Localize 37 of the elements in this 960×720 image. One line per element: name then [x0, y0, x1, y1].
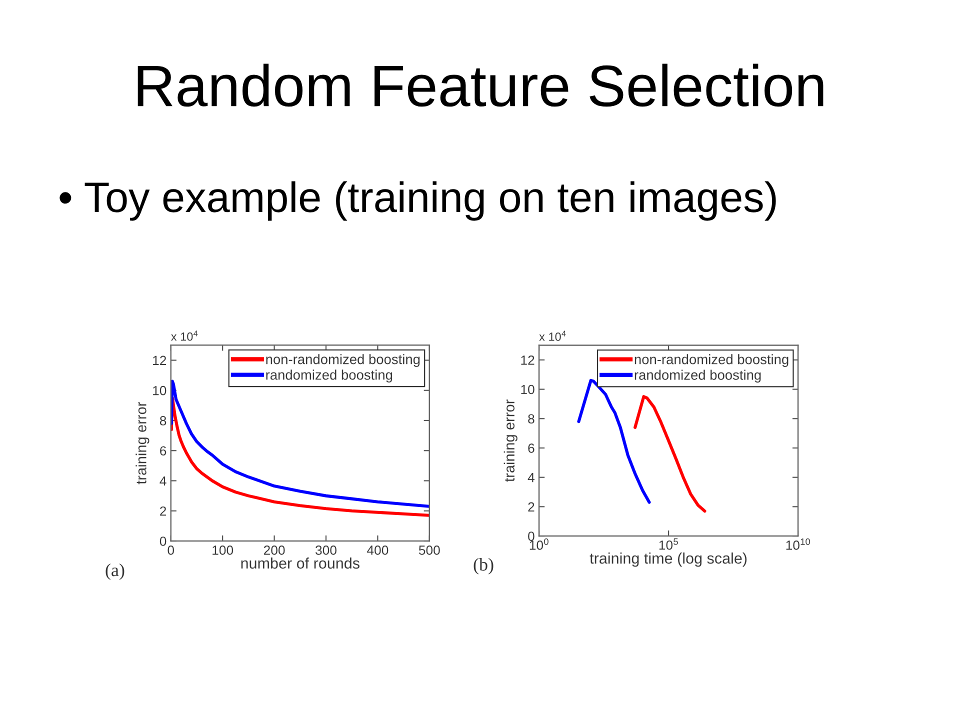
legend-label: randomized boosting [266, 370, 392, 382]
x-tick-label: 200 [264, 546, 285, 555]
x-tick-label: 10$^{0}$ [530, 538, 548, 550]
y-axis-title: training error [136, 402, 150, 484]
x-tick-label: 500 [418, 546, 440, 555]
text: x 10$^{4}$ [539, 330, 566, 341]
y-tick-label: 6 [528, 444, 534, 453]
legend-label: non-randomized boosting [266, 354, 420, 367]
chart-title: Random Feature Selection [138, 64, 824, 107]
x-axis-title: training time (log scale) [590, 552, 747, 567]
x-tick-label: 0 [168, 546, 174, 555]
x-tick-label: 10$^{5}$ [659, 538, 678, 550]
x-tick-label: 400 [367, 546, 388, 555]
line-series [170, 396, 430, 517]
y-tick-label: 4 [160, 476, 166, 486]
y-tick-label: 8 [528, 414, 534, 424]
x-tick-label: 100 [212, 546, 234, 555]
x-tick-label: 300 [315, 546, 336, 555]
text: (a) [106, 564, 124, 580]
y-tick-label: 10 [521, 384, 534, 394]
y-tick-label: 0 [528, 532, 534, 541]
legend-label: randomized boosting [634, 370, 761, 383]
x-axis-title: number of rounds [241, 557, 360, 569]
chart-subtitle: • Toy example (training on ten images) [60, 181, 776, 221]
text: x 10$^{4}$ [171, 330, 198, 341]
y-tick-label: 2 [528, 502, 534, 512]
y-tick-label: 10 [153, 386, 166, 396]
y-tick-label: 8 [160, 416, 166, 426]
y-tick-label: 12 [153, 356, 166, 366]
y-tick-label: 2 [160, 506, 166, 516]
text: (b) [474, 558, 494, 574]
legend-label: non-randomized boosting [634, 354, 788, 367]
y-tick-label: 4 [528, 473, 534, 482]
y-tick-label: 6 [160, 446, 166, 456]
y-tick-label: 12 [521, 355, 534, 365]
x-tick-label: 10$^{10}$ [786, 538, 810, 550]
y-axis-title: training error [504, 400, 518, 482]
